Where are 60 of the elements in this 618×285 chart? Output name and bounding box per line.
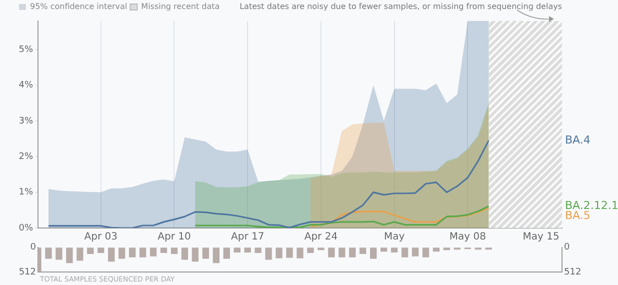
bar <box>87 248 94 254</box>
bar <box>360 248 366 254</box>
x-tick-label: Apr 03 <box>84 232 118 243</box>
text: BA.4 <box>565 133 590 146</box>
bar <box>390 248 398 253</box>
y-tick-label: 4% <box>18 80 34 91</box>
bar <box>108 248 115 262</box>
bar <box>181 248 188 260</box>
bar <box>276 248 282 258</box>
bar <box>338 248 346 258</box>
x-tick-label: May <box>384 232 405 243</box>
y-tick-label: 0 <box>30 242 36 253</box>
y-tick-label: 512 <box>18 267 36 278</box>
y2-tick-label: 0 <box>564 242 570 253</box>
bar <box>212 248 220 264</box>
bar <box>223 248 230 259</box>
bar <box>76 248 84 261</box>
bar <box>254 248 262 254</box>
y-tick-label: 1% <box>18 188 34 198</box>
bar <box>370 248 377 259</box>
bar <box>45 248 52 259</box>
bar <box>422 248 430 258</box>
y-tick-label: 3% <box>18 116 34 126</box>
bar <box>296 248 304 258</box>
bar <box>234 248 240 253</box>
bar <box>265 248 272 260</box>
y2-tick-label: 512 <box>564 267 582 278</box>
bar <box>412 248 419 256</box>
bar <box>286 248 293 258</box>
bar <box>139 248 146 258</box>
y-tick-label: 2% <box>18 152 34 162</box>
bar <box>349 248 356 258</box>
legend-label: Missing recent data <box>141 2 220 12</box>
bar <box>401 248 408 258</box>
bar <box>202 248 210 259</box>
bar <box>118 248 126 259</box>
bar <box>380 248 388 252</box>
bar <box>66 248 73 264</box>
x-tick-label: Apr 17 <box>231 232 264 243</box>
bar <box>170 248 178 254</box>
bar <box>244 248 251 253</box>
x-tick-label: Apr 24 <box>304 232 338 243</box>
bar <box>443 248 450 250</box>
bar <box>192 248 199 262</box>
bar <box>307 248 314 254</box>
x-tick-label: Apr 10 <box>158 232 191 243</box>
text: 95% confidence interval <box>30 2 128 12</box>
y-tick-label: 0% <box>18 223 34 234</box>
bar <box>432 248 440 252</box>
x-tick-label: May 08 <box>449 232 486 243</box>
bar <box>328 248 335 258</box>
bar <box>56 248 62 260</box>
x-tick-label: May 15 <box>522 232 560 243</box>
bar <box>318 248 324 250</box>
text: Latest dates are noisy due to fewer samples, or missing from sequencing delays <box>240 2 562 12</box>
bar <box>150 248 157 256</box>
bar <box>128 248 136 258</box>
bar <box>160 248 168 254</box>
y-tick-label: 5% <box>18 44 34 55</box>
bar <box>98 248 104 254</box>
